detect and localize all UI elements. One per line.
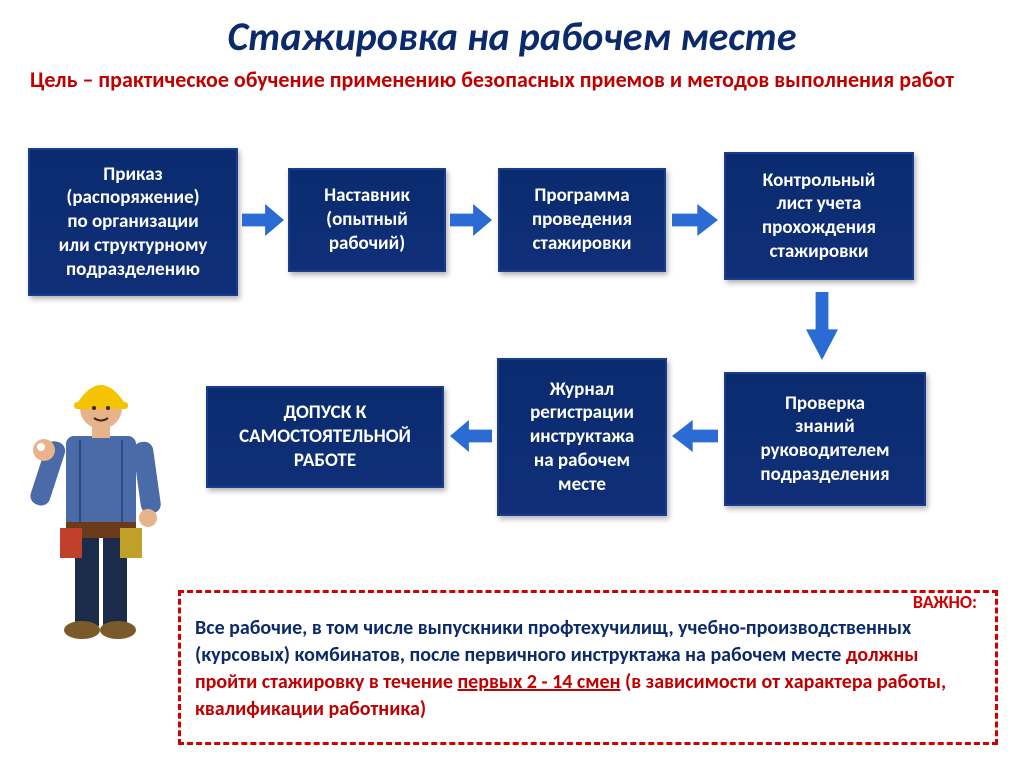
worker-image bbox=[20, 350, 180, 640]
important-note: ВАЖНО: Все рабочие, в том числе выпускни… bbox=[178, 590, 998, 745]
flow-box-b3: Программа проведения стажировки bbox=[498, 168, 666, 272]
flow-arrow-5 bbox=[450, 420, 492, 452]
flow-box-b2: Наставник (опытный рабочий) bbox=[288, 168, 446, 272]
flow-arrow-3 bbox=[806, 292, 838, 360]
flow-arrow-2 bbox=[672, 204, 718, 236]
flow-box-b4: Контрольный лист учета прохождения стажи… bbox=[724, 152, 914, 280]
flow-box-b5: Проверка знаний руководителем подразделе… bbox=[724, 372, 926, 506]
flow-arrow-4 bbox=[672, 420, 718, 452]
important-text: Все рабочие, в том числе выпускники проф… bbox=[195, 597, 981, 723]
page-title: Стажировка на рабочем месте bbox=[0, 0, 1024, 61]
flow-arrow-1 bbox=[450, 204, 492, 236]
flow-arrow-0 bbox=[242, 204, 284, 236]
flow-box-b1: Приказ (распоряжение) по организации или… bbox=[28, 148, 238, 296]
important-label: ВАЖНО: bbox=[913, 591, 977, 613]
flow-box-b6: Журнал регистрации инструктажа на рабоче… bbox=[497, 358, 667, 516]
flow-box-b7: ДОПУСК К САМОСТОЯТЕЛЬНОЙ РАБОТЕ bbox=[206, 386, 444, 488]
page-subtitle: Цель – практическое обучение применению … bbox=[0, 61, 1024, 93]
